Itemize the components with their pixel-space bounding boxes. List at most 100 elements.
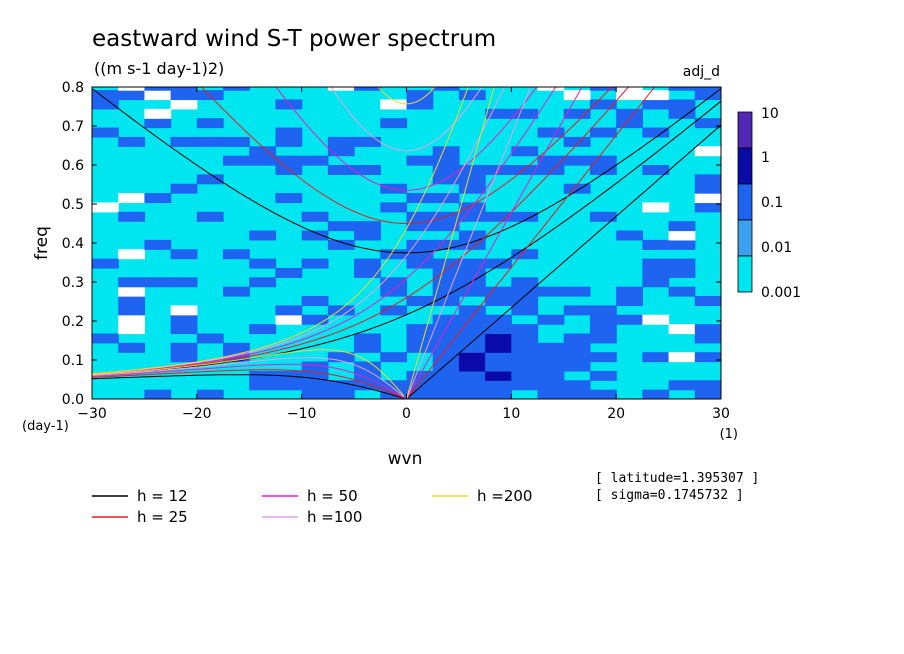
field-cell-1 xyxy=(485,333,512,344)
field-cell-0.1 xyxy=(589,165,617,175)
field-cell-0.1 xyxy=(537,342,565,353)
field-cell-0.1 xyxy=(275,305,303,316)
colorbar-level-label: 0.001 xyxy=(761,285,801,301)
field-cell-0.1 xyxy=(537,352,565,363)
field-cell-0.1 xyxy=(668,380,696,391)
field-cell-0.1 xyxy=(406,249,434,260)
field-cell-below xyxy=(118,324,146,335)
field-cell-0.1 xyxy=(432,342,460,353)
legend: h = 12 h = 25 h = 50 h =100 h =200 xyxy=(92,487,532,526)
field-cell-0.1 xyxy=(458,211,486,222)
field-cell-0.1 xyxy=(380,380,408,391)
field-cell-0.1 xyxy=(694,174,721,185)
field-cell-0.1 xyxy=(642,239,670,250)
field-cell-0.1 xyxy=(668,221,696,232)
field-cell-0.1 xyxy=(589,352,617,363)
ig1-wave-h25 xyxy=(200,87,613,225)
field-cell-0.1 xyxy=(380,277,408,288)
field-cell-0.1 xyxy=(223,136,250,147)
colorbar-swatch xyxy=(737,111,753,149)
field-cell-0.1 xyxy=(92,99,119,110)
field-cell-0.1 xyxy=(642,99,670,110)
field-cell-0.1 xyxy=(327,239,355,250)
field-cell-0.1 xyxy=(196,389,224,399)
field-cell-0.1 xyxy=(144,118,172,129)
field-cell-0.1 xyxy=(275,380,303,391)
colorbar-swatch xyxy=(737,183,753,221)
y-tick-label: 0.1 xyxy=(62,353,84,369)
field-cell-0.1 xyxy=(458,239,486,250)
field-cell-0.1 xyxy=(458,324,486,335)
field-cell-0.1 xyxy=(537,389,565,399)
field-cell-0.1 xyxy=(563,333,591,344)
mrg-wave-h25 xyxy=(92,87,630,375)
field-cell-0.1 xyxy=(694,333,721,344)
experiment-tag: adj_d xyxy=(683,64,720,80)
field-cell-0.1 xyxy=(406,155,434,166)
field-cell-0.1 xyxy=(616,296,643,306)
field-cell-0.1 xyxy=(485,108,512,119)
field-cell-0.1 xyxy=(327,305,355,316)
field-cell-0.1 xyxy=(668,87,696,91)
field-cell-0.1 xyxy=(589,305,617,316)
field-cell-0.1 xyxy=(642,352,670,363)
field-cell-0.1 xyxy=(406,90,434,101)
field-cell-0.1 xyxy=(406,193,434,204)
field-cell-0.1 xyxy=(537,286,565,297)
field-cell-0.1 xyxy=(458,342,486,353)
field-cell-0.1 xyxy=(249,277,277,288)
field-cell-0.1 xyxy=(485,389,512,399)
y-tick-label: 0.8 xyxy=(62,80,84,96)
field-cell-below xyxy=(327,87,355,91)
field-cell-0.1 xyxy=(485,286,512,297)
field-cell-0.1 xyxy=(170,136,198,147)
ig1-wave-h200 xyxy=(377,87,436,105)
field-cell-0.1 xyxy=(563,342,591,353)
x-tick-label: 20 xyxy=(607,406,625,422)
x-tick-label: −30 xyxy=(77,406,107,422)
field-cell-0.1 xyxy=(144,239,172,250)
field-cell-0.1 xyxy=(458,230,486,241)
field-cell-0.1 xyxy=(694,183,721,194)
field-cell-0.1 xyxy=(694,380,721,391)
field-cell-0.1 xyxy=(458,90,486,101)
field-cell-0.1 xyxy=(511,305,539,316)
field-cell-0.1 xyxy=(432,286,460,297)
field-cell-0.1 xyxy=(327,165,355,175)
field-cell-0.1 xyxy=(511,352,539,363)
field-cell-0.1 xyxy=(327,389,355,399)
field-cell-0.1 xyxy=(354,230,381,241)
field-cell-0.1 xyxy=(563,361,591,372)
colorbar-level-label: 0.01 xyxy=(761,240,792,256)
field-cell-0.1 xyxy=(563,305,591,316)
field-cell-0.1 xyxy=(485,314,512,325)
y-axis-label: freq xyxy=(32,226,52,260)
field-cell-0.1 xyxy=(196,90,224,101)
field-cell-below xyxy=(537,87,565,91)
field-cell-0.1 xyxy=(275,155,303,166)
y-axis-ticks: 0.0 0.1 0.2 0.3 0.4 0.5 0.6 0.7 0.8 xyxy=(62,80,721,408)
field-cell-0.1 xyxy=(432,361,460,372)
field-cell-0.1 xyxy=(196,333,224,344)
field-cell-0.1 xyxy=(694,324,721,335)
field-cell-0.1 xyxy=(485,296,512,306)
field-cell-0.1 xyxy=(275,127,303,138)
field-cell-0.1 xyxy=(511,324,539,335)
power-spectrum-field xyxy=(92,87,721,399)
field-cell-0.1 xyxy=(668,239,696,250)
y-tick-label: 0.2 xyxy=(62,314,84,330)
field-cell-0.1 xyxy=(458,370,486,381)
field-cell-0.1 xyxy=(458,314,486,325)
field-cell-0.1 xyxy=(589,333,617,344)
field-cell-0.1 xyxy=(118,90,146,101)
field-cell-0.1 xyxy=(537,370,565,381)
field-cell-0.1 xyxy=(406,239,434,250)
legend-label: h = 50 xyxy=(307,487,358,505)
field-cell-0.1 xyxy=(694,118,721,129)
field-cell-0.1 xyxy=(511,286,539,297)
field-cell-1 xyxy=(485,370,512,381)
field-cell-0.1 xyxy=(170,183,198,194)
field-cell-below xyxy=(118,314,146,325)
field-cell-below xyxy=(170,305,198,316)
kelvin-wave-h100 xyxy=(406,87,532,399)
